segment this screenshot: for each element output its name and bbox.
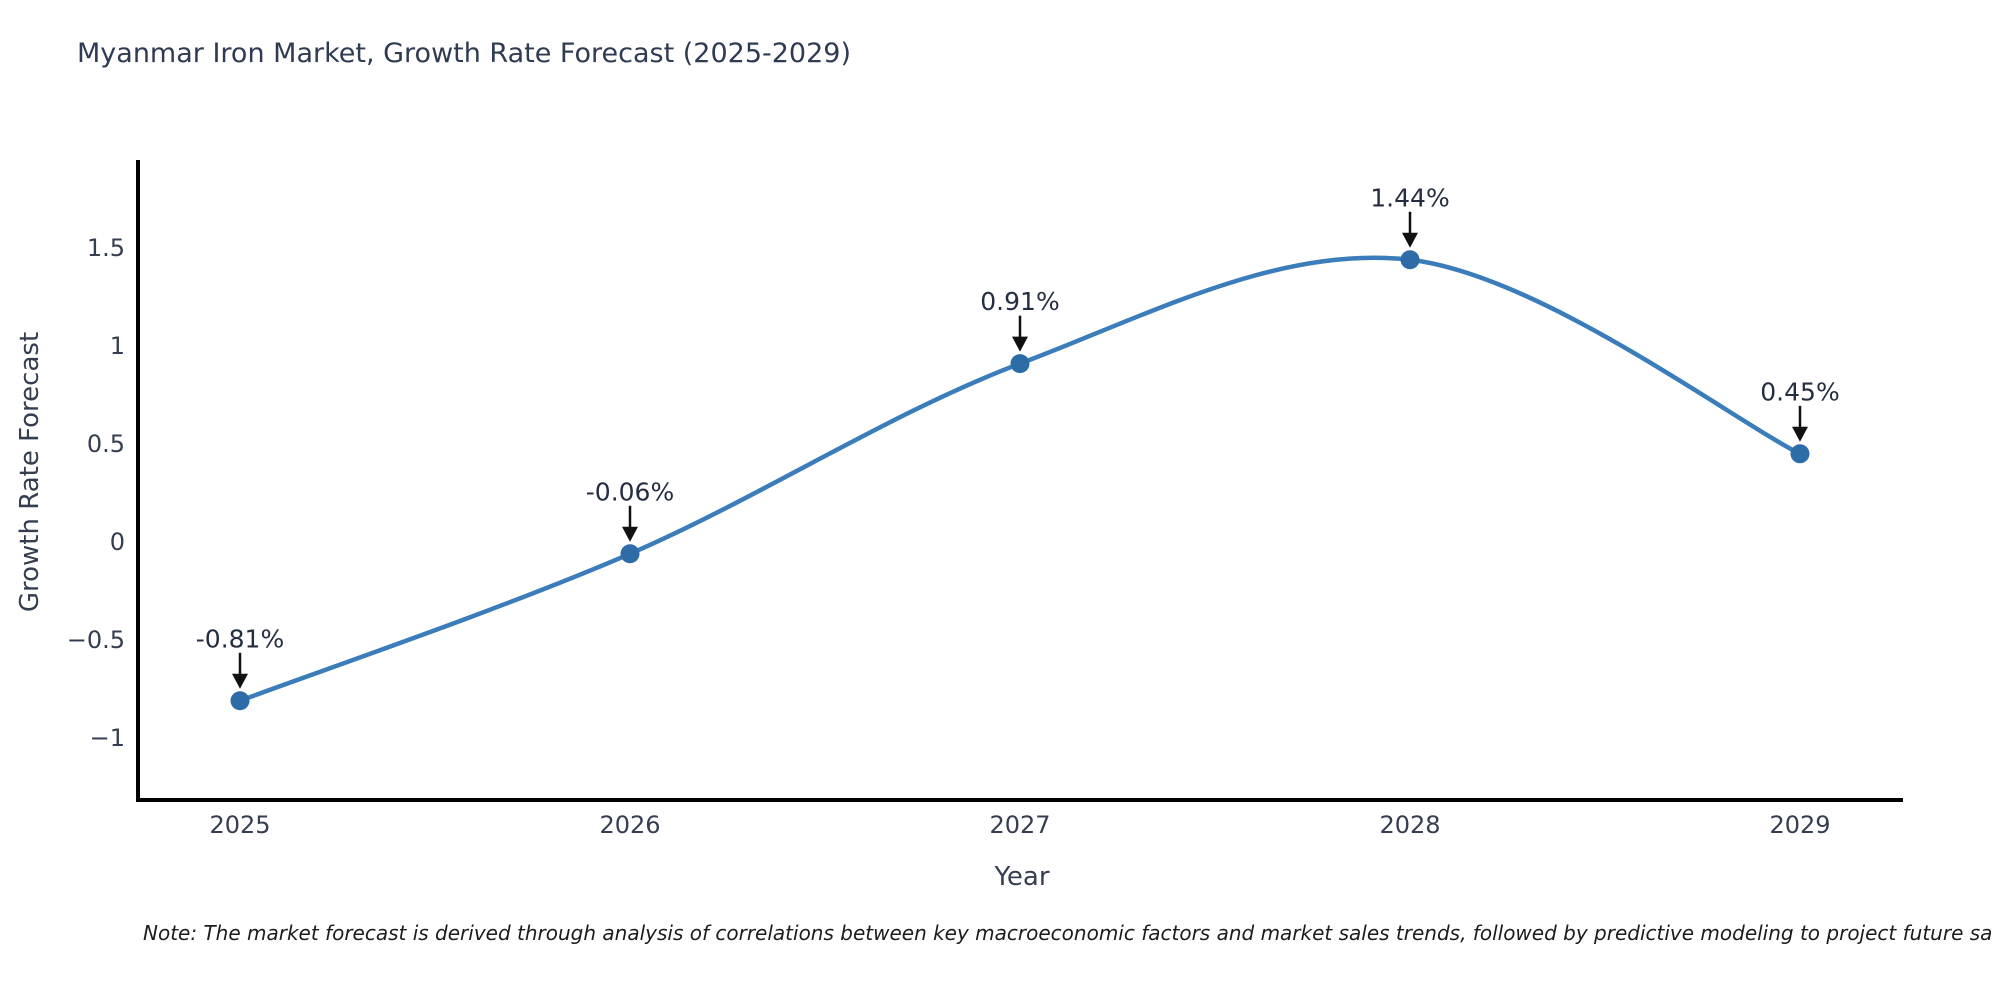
data-point-marker	[620, 544, 640, 564]
data-point-label: 0.45%	[1760, 377, 1839, 406]
annotation-arrow-head	[622, 526, 638, 542]
data-point-marker	[230, 691, 250, 711]
footnote: Note: The market forecast is derived thr…	[143, 921, 1993, 945]
x-tick-label: 2029	[1769, 811, 1830, 839]
data-point-label: -0.81%	[196, 624, 284, 653]
data-point-marker	[1400, 250, 1420, 270]
annotation-arrow-head	[1792, 426, 1808, 442]
data-point-label: 1.44%	[1370, 183, 1449, 212]
annotation-arrow-head	[1012, 336, 1028, 352]
y-tick-label: 1.5	[87, 234, 125, 262]
data-point-label: 0.91%	[980, 287, 1059, 316]
x-axis-title: Year	[994, 862, 1050, 892]
x-tick-label: 2026	[599, 811, 660, 839]
x-tick-label: 2028	[1379, 811, 1440, 839]
y-tick-label: 0.5	[87, 430, 125, 458]
x-tick-label: 2027	[989, 811, 1050, 839]
chart-title: Myanmar Iron Market, Growth Rate Forecas…	[77, 38, 851, 69]
y-tick-label: −1	[90, 724, 125, 752]
data-point-marker	[1790, 444, 1810, 464]
data-point-label: -0.06%	[586, 477, 674, 506]
x-tick-label: 2025	[209, 811, 270, 839]
annotation-arrow-head	[1402, 232, 1418, 248]
y-tick-label: 0	[110, 528, 125, 556]
y-tick-label: 1	[110, 332, 125, 360]
data-point-marker	[1010, 354, 1030, 374]
annotation-arrow-head	[232, 673, 248, 689]
y-tick-label: −0.5	[67, 626, 125, 654]
